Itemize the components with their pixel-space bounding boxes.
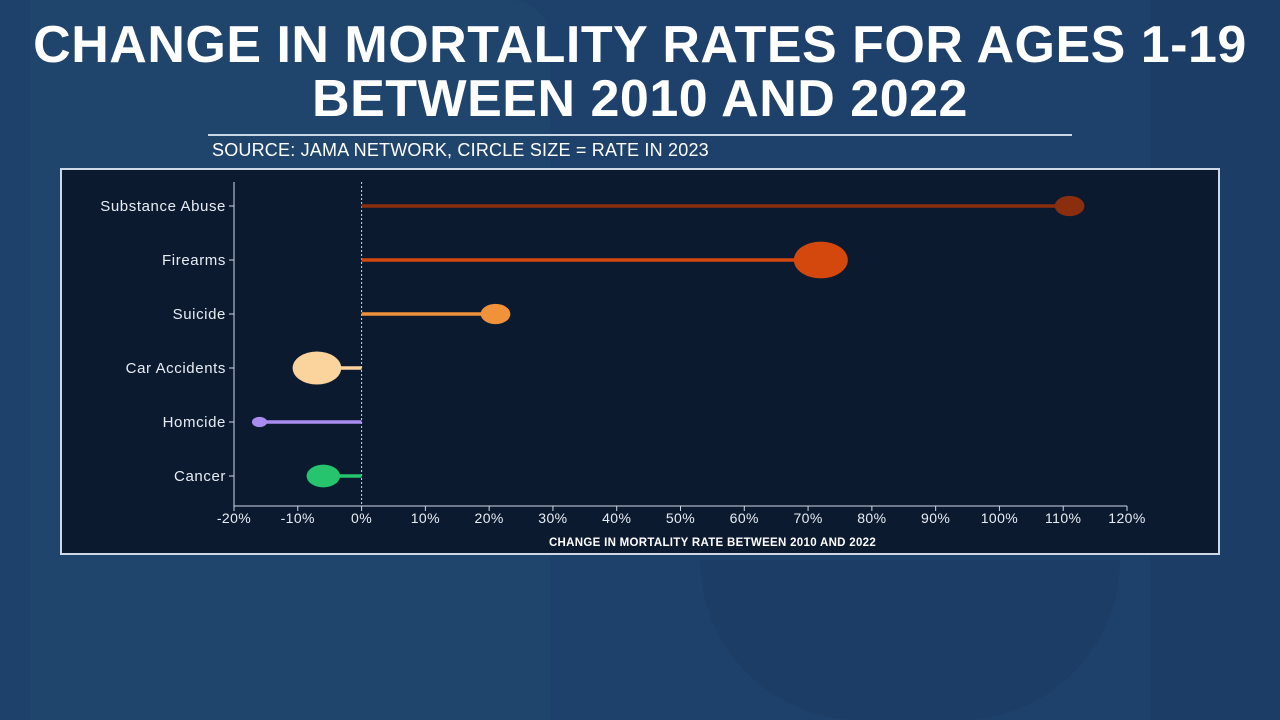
chart-subtitle: SOURCE: JAMA NETWORK, CIRCLE SIZE = RATE… bbox=[212, 140, 709, 160]
category-label: Firearms bbox=[162, 252, 226, 269]
x-tick-label: -20% bbox=[217, 510, 251, 526]
x-tick-label: 90% bbox=[921, 510, 950, 526]
x-tick-label: -10% bbox=[281, 510, 315, 526]
x-tick-label: 0% bbox=[351, 510, 372, 526]
category-label: Suicide bbox=[173, 306, 226, 323]
x-tick-label: 80% bbox=[857, 510, 886, 526]
x-tick-label: 110% bbox=[1045, 510, 1081, 526]
lollipop-circle bbox=[292, 351, 342, 385]
background-shape bbox=[700, 560, 1120, 720]
category-label: Car Accidents bbox=[126, 360, 226, 377]
lollipop-circle bbox=[793, 241, 848, 279]
x-tick-label: 70% bbox=[793, 510, 822, 526]
category-label: Substance Abuse bbox=[100, 198, 226, 215]
x-tick-label: 30% bbox=[538, 510, 567, 526]
title-divider bbox=[208, 134, 1072, 136]
x-axis-title: CHANGE IN MORTALITY RATE BETWEEN 2010 AN… bbox=[549, 537, 876, 549]
chart-title: CHANGE IN MORTALITY RATES FOR AGES 1-19 … bbox=[33, 16, 1247, 128]
x-tick-label: 120% bbox=[1108, 510, 1145, 526]
x-tick-label: 10% bbox=[411, 510, 440, 526]
x-tick-label: 100% bbox=[981, 510, 1018, 526]
lollipop-circle bbox=[1054, 195, 1085, 217]
lollipop-circle bbox=[251, 416, 268, 428]
x-tick-label: 40% bbox=[602, 510, 631, 526]
category-label: Cancer bbox=[174, 468, 226, 485]
x-tick-label: 50% bbox=[666, 510, 695, 526]
lollipop-chart: -20% -10% 0% 10% 20% 30% 40% 50% 60% 70% 80% 90% 100… bbox=[100, 182, 1145, 549]
x-tick-label: 20% bbox=[475, 510, 504, 526]
lollipop-circle bbox=[480, 303, 511, 325]
x-tick-label: 60% bbox=[730, 510, 759, 526]
lollipop-circle bbox=[306, 464, 341, 488]
category-label: Homcide bbox=[163, 414, 226, 431]
chart-panel: -20% -10% 0% 10% 20% 30% 40% 50% 60% 70% 80% 90% 100… bbox=[60, 168, 1220, 555]
